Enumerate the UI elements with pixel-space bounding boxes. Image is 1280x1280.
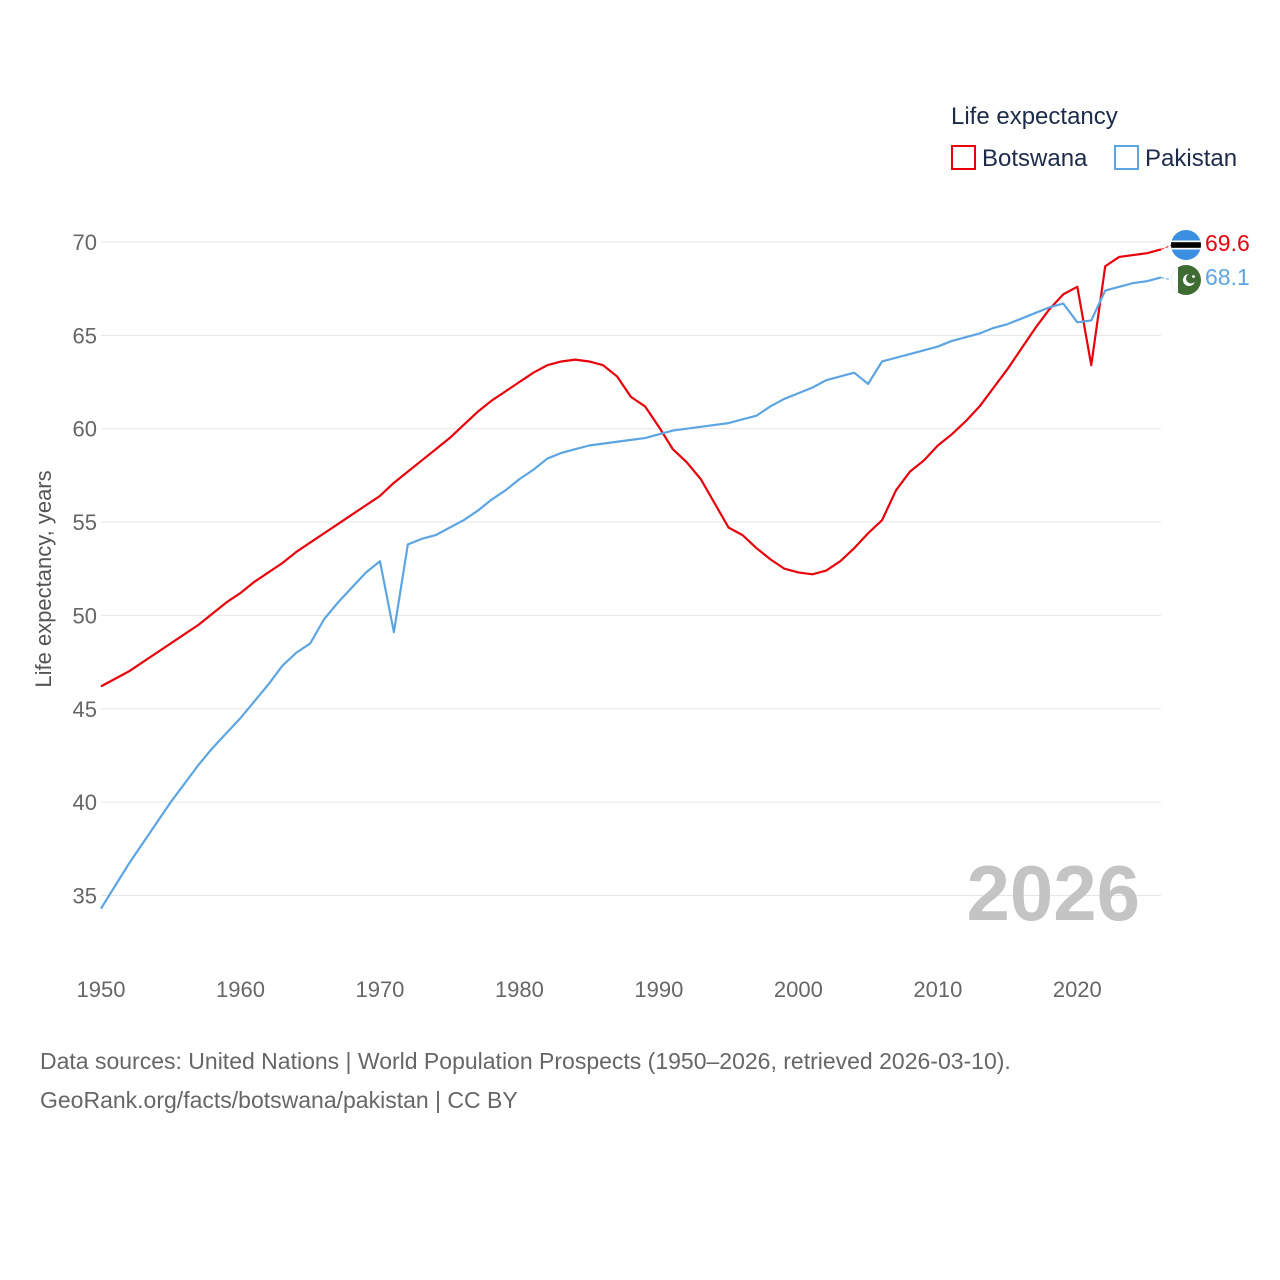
- legend-item-botswana[interactable]: Botswana: [951, 145, 1088, 172]
- y-tick-label: 35: [73, 883, 97, 908]
- legend-swatch-pakistan: [1114, 145, 1139, 170]
- y-tick-label: 65: [73, 323, 97, 348]
- x-tick-label: 1970: [355, 977, 404, 1002]
- source-note: Data sources: United Nations | World Pop…: [40, 1042, 1240, 1120]
- x-tick-label: 1950: [77, 977, 126, 1002]
- legend-swatch-botswana: [951, 145, 976, 170]
- y-tick-label: 60: [73, 417, 97, 442]
- y-tick-label: 40: [73, 790, 97, 815]
- source-line-1: Data sources: United Nations | World Pop…: [40, 1048, 1011, 1074]
- legend-title: Life expectancy: [951, 103, 1118, 130]
- x-tick-label: 1960: [216, 977, 265, 1002]
- x-tick-label: 1980: [495, 977, 544, 1002]
- x-tick-label: 2010: [913, 977, 962, 1002]
- end-connector-botswana: [1160, 244, 1173, 250]
- botswana-flag-icon: [1171, 230, 1201, 260]
- y-axis-ticks: 35 40 45 50 55 60 65 70: [73, 230, 97, 908]
- series-line-botswana[interactable]: [100, 248, 1162, 688]
- end-connector-pakistan: [1160, 276, 1173, 281]
- legend-item-pakistan[interactable]: Pakistan: [1114, 145, 1237, 172]
- y-tick-label: 50: [73, 603, 97, 628]
- x-tick-label: 1990: [634, 977, 683, 1002]
- series-layer: [100, 244, 1173, 910]
- source-line-2[interactable]: GeoRank.org/facts/botswana/pakistan | CC…: [40, 1087, 518, 1113]
- legend-label-botswana: Botswana: [982, 145, 1088, 172]
- end-label-pakistan: 68.1: [1205, 264, 1250, 290]
- gridlines: [101, 241, 1161, 896]
- x-tick-label: 2020: [1053, 977, 1102, 1002]
- legend: Life expectancy Botswana Pakistan: [951, 103, 1237, 172]
- x-axis-ticks: 1950 1960 1970 1980 1990 2000 2010 2020: [77, 977, 1102, 1002]
- x-tick-label: 2000: [774, 977, 823, 1002]
- y-tick-label: 45: [73, 697, 97, 722]
- year-watermark: 2026: [966, 849, 1140, 937]
- y-tick-label: 55: [73, 510, 97, 535]
- y-tick-label: 70: [73, 230, 97, 255]
- y-axis-title: Life expectancy, years: [31, 470, 56, 687]
- legend-label-pakistan: Pakistan: [1145, 145, 1237, 172]
- end-label-botswana: 69.6: [1205, 230, 1250, 256]
- pakistan-flag-icon: [1171, 265, 1201, 295]
- series-line-pakistan[interactable]: [100, 276, 1162, 910]
